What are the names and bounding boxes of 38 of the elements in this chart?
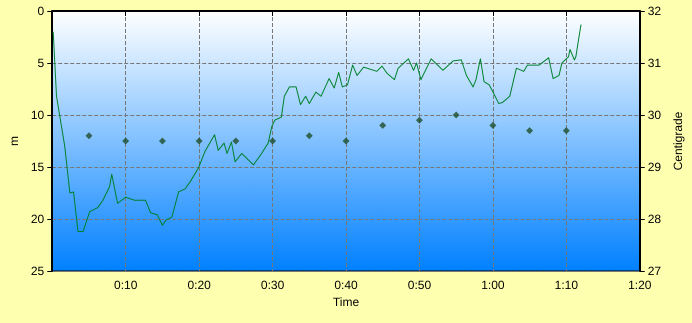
y2-tick-label: 28 — [648, 212, 662, 226]
point — [196, 138, 203, 144]
point — [342, 138, 350, 144]
line-series — [52, 24, 582, 232]
y2-tick-label: 30 — [648, 108, 662, 122]
y2-axis-title: Centigrade — [671, 111, 685, 170]
point — [269, 138, 276, 144]
x-tick-label: 1:00 — [481, 278, 505, 292]
x-axis-title: Time — [332, 294, 360, 309]
y2-tick-label: 29 — [648, 160, 662, 174]
y-tick-label: 5 — [38, 56, 45, 70]
point — [452, 112, 460, 118]
point — [85, 132, 92, 140]
y-tick-label: 0 — [38, 4, 45, 18]
point — [526, 127, 534, 134]
y2-tick-label: 27 — [648, 264, 662, 278]
x-tick-label: 0:50 — [408, 278, 432, 292]
x-tick-label: 0:10 — [114, 278, 138, 292]
y-tick-label: 15 — [30, 160, 45, 174]
x-tick-label: 0:30 — [260, 278, 285, 292]
x-tick-label: 1:10 — [554, 278, 578, 292]
x-tick-label: 0:20 — [187, 278, 212, 292]
point — [158, 138, 166, 144]
y-tick-label: 25 — [30, 264, 45, 278]
point — [416, 116, 423, 124]
y2-tick-label: 32 — [648, 4, 662, 18]
point — [562, 127, 570, 134]
point — [232, 138, 240, 144]
y-axis-title: m — [7, 136, 21, 146]
point — [379, 122, 386, 129]
y-tick-label: 20 — [30, 212, 45, 226]
point — [122, 138, 130, 144]
x-tick-label: 1:20 — [628, 278, 652, 292]
x-tick-label: 0:40 — [334, 278, 358, 292]
y-tick-label: 10 — [30, 108, 45, 122]
point — [489, 122, 496, 129]
y2-tick-label: 31 — [648, 56, 662, 70]
point — [306, 132, 313, 140]
